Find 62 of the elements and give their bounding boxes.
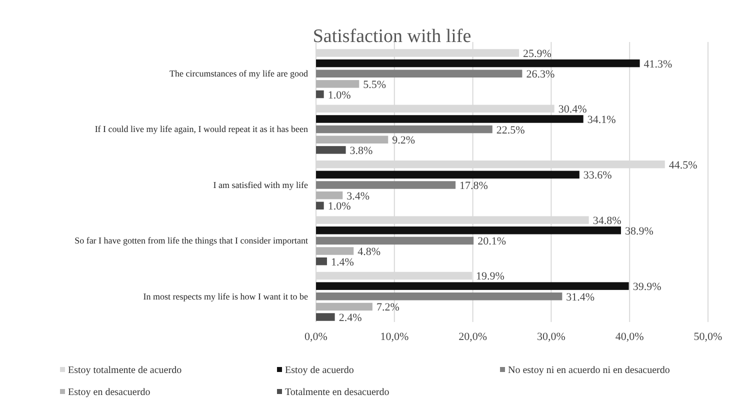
bar bbox=[316, 282, 629, 290]
bar bbox=[316, 181, 456, 189]
data-label: 3.8% bbox=[350, 144, 373, 157]
bar bbox=[316, 292, 562, 300]
data-label: 22.5% bbox=[496, 124, 525, 136]
bar bbox=[316, 191, 343, 200]
x-tick-label: 30,0% bbox=[536, 330, 566, 343]
data-label: 19.9% bbox=[476, 270, 504, 283]
data-label: 38.9% bbox=[624, 225, 654, 238]
x-tick-label: 20,0% bbox=[458, 330, 488, 343]
legend-label: Estoy de acuerdo bbox=[285, 365, 354, 376]
y-tick-label: If I could live my life again, I would repeat it as it has been bbox=[94, 124, 308, 134]
data-label: 5.5% bbox=[363, 78, 386, 91]
data-label: 30.4% bbox=[558, 104, 587, 116]
bar bbox=[316, 70, 522, 78]
data-label: 44.5% bbox=[668, 159, 698, 172]
data-label: 25.9% bbox=[523, 48, 552, 60]
legend-label: No estoy ni en acuerdo ni en desacuerdo bbox=[508, 365, 670, 376]
y-tick-label: The circumstances of my life are good bbox=[170, 68, 308, 78]
data-label: 39.9% bbox=[632, 281, 662, 294]
data-label: 34.8% bbox=[592, 215, 622, 228]
y-tick-label: In most respects my life is how I want it to be bbox=[143, 291, 308, 302]
bar bbox=[316, 170, 580, 179]
data-label: 7.2% bbox=[376, 302, 400, 314]
bar bbox=[316, 125, 492, 134]
x-tick-label: 50,0% bbox=[694, 330, 722, 343]
data-label: 31.4% bbox=[566, 291, 595, 304]
x-tick-label: 40,0% bbox=[615, 330, 644, 343]
data-label: 1.4% bbox=[330, 256, 354, 268]
bar bbox=[316, 146, 346, 154]
data-label: 34.1% bbox=[587, 114, 616, 126]
bar bbox=[316, 90, 324, 98]
data-label: 1.0% bbox=[328, 89, 351, 102]
legend-label: Totalmente en desacuerdo bbox=[285, 387, 390, 398]
chart-title: Satisfaction with life bbox=[312, 26, 472, 47]
data-label: 4.8% bbox=[358, 246, 381, 258]
data-label: 20.1% bbox=[478, 236, 506, 248]
bar bbox=[316, 80, 360, 88]
data-label: 41.3% bbox=[644, 58, 672, 70]
bar bbox=[316, 236, 474, 245]
bar bbox=[316, 115, 584, 123]
data-label: 3.4% bbox=[346, 190, 370, 202]
bar bbox=[316, 257, 327, 266]
data-label: 1.0% bbox=[328, 200, 351, 213]
data-label: 26.3% bbox=[526, 68, 555, 81]
data-label: 33.6% bbox=[583, 170, 612, 182]
bar bbox=[316, 136, 388, 144]
bar bbox=[316, 226, 621, 234]
legend-label: Estoy totalmente de acuerdo bbox=[68, 365, 182, 376]
bar bbox=[316, 202, 324, 210]
bar bbox=[316, 313, 335, 321]
legend-label: Estoy en desacuerdo bbox=[68, 387, 150, 398]
x-tick-label: 10,0% bbox=[380, 330, 409, 343]
data-label: 2.4% bbox=[338, 312, 362, 324]
y-tick-label: I am satisfied with my life bbox=[213, 180, 308, 190]
x-tick-label: 0,0% bbox=[304, 330, 328, 343]
bar bbox=[316, 59, 640, 68]
data-label: 9.2% bbox=[392, 134, 416, 147]
data-label: 17.8% bbox=[460, 180, 488, 192]
bar bbox=[316, 247, 354, 255]
y-tick-label: So far I have gotten from life the things that I consider important bbox=[74, 236, 308, 246]
bar bbox=[316, 302, 372, 311]
